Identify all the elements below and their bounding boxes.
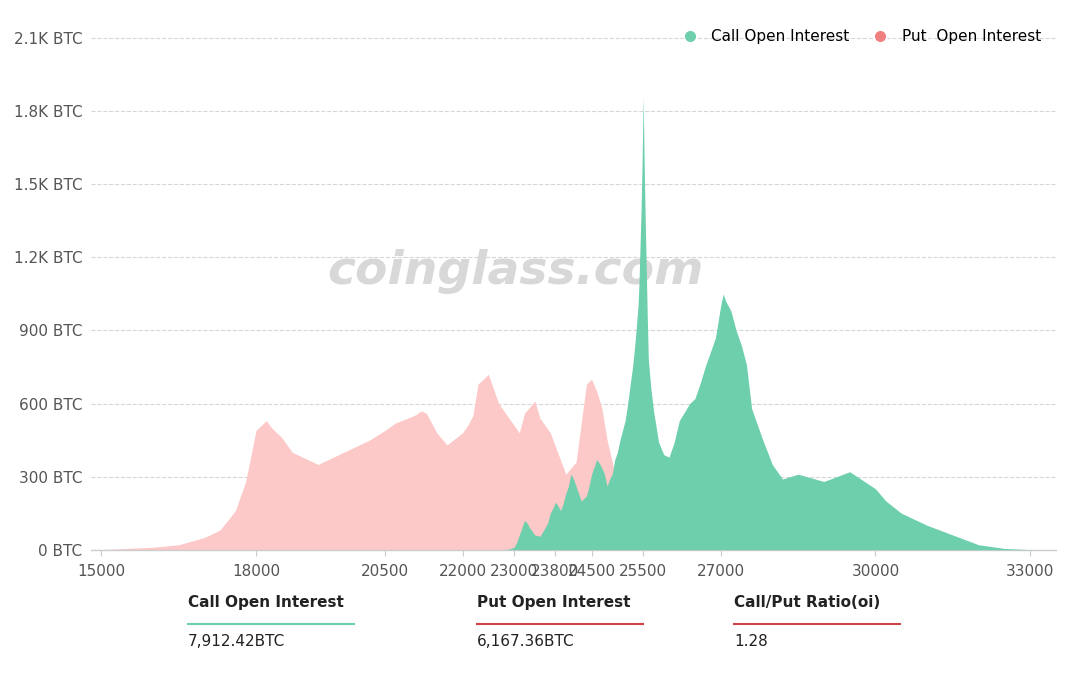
Text: Put Open Interest: Put Open Interest xyxy=(477,595,630,610)
Text: coinglass.com: coinglass.com xyxy=(327,249,703,293)
Text: 1.28: 1.28 xyxy=(734,634,768,650)
Text: 6,167.36BTC: 6,167.36BTC xyxy=(477,634,575,650)
Text: Call Open Interest: Call Open Interest xyxy=(188,595,343,610)
Legend: Call Open Interest, Put  Open Interest: Call Open Interest, Put Open Interest xyxy=(667,22,1048,52)
Text: 7,912.42BTC: 7,912.42BTC xyxy=(188,634,285,650)
Text: Call/Put Ratio(oi): Call/Put Ratio(oi) xyxy=(734,595,880,610)
